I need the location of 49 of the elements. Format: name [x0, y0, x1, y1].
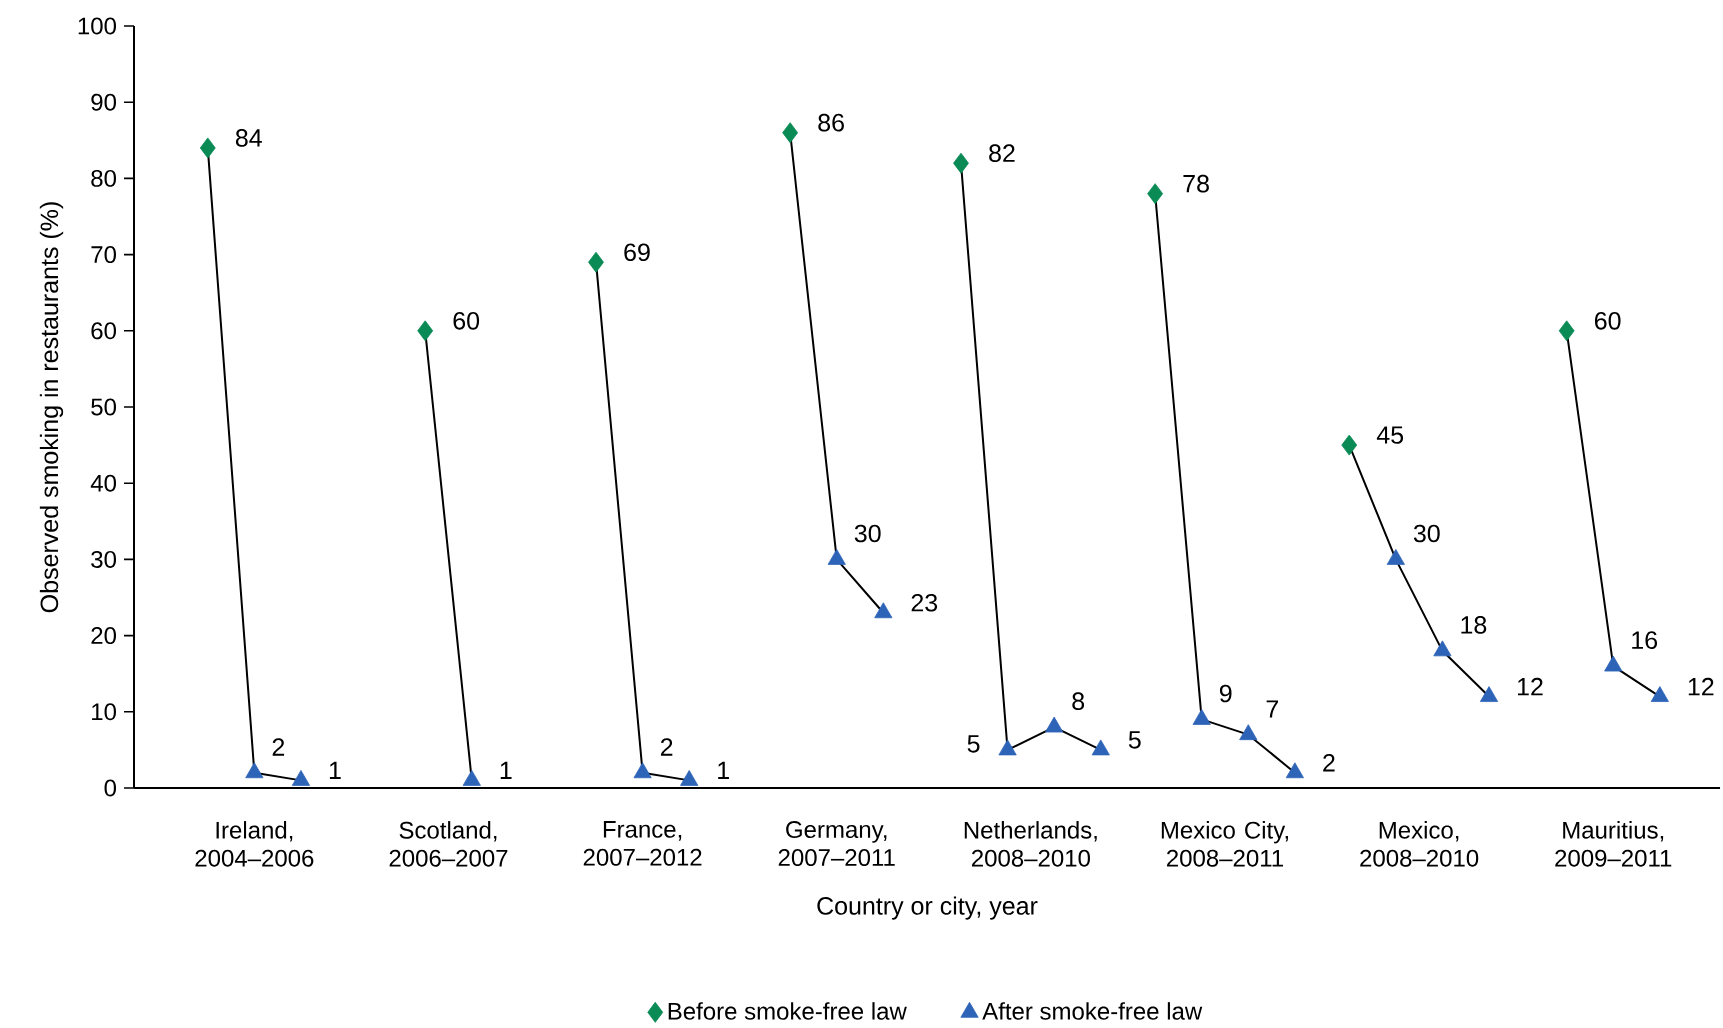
data-label: 1: [500, 761, 512, 779]
y-tick-label: 100: [78, 17, 116, 35]
y-tick-label: 10: [92, 703, 117, 721]
x-tick-label: Mauritius, 2009–2011: [1555, 821, 1672, 867]
data-label: 8: [1072, 692, 1085, 710]
legend-label: After smoke-free law: [982, 1002, 1203, 1020]
x-tick-label: Mexico, 2008–2010: [1360, 821, 1479, 867]
data-label: 45: [1376, 426, 1404, 444]
y-tick-label: 70: [91, 246, 117, 264]
data-label: 1: [718, 761, 729, 779]
y-tick-label: 50: [91, 398, 117, 416]
y-tick-label: 40: [90, 474, 117, 492]
data-label: 12: [1517, 677, 1543, 696]
y-tick-label: 30: [91, 550, 117, 568]
y-axis-title: Observed smoking in restaurants (%): [39, 202, 64, 613]
data-label: 30: [1413, 524, 1440, 543]
x-tick-label: France, 2007–2012: [583, 821, 702, 866]
data-label: 86: [818, 113, 844, 132]
y-tick-label: 80: [91, 169, 117, 187]
data-label: 82: [989, 144, 1015, 163]
y-tick-label: 90: [91, 93, 117, 111]
data-label: 78: [1183, 174, 1209, 193]
y-tick-label: 60: [91, 322, 117, 340]
data-label: 30: [854, 524, 881, 543]
data-label: 12: [1688, 677, 1714, 696]
data-label: 16: [1632, 631, 1658, 650]
data-label: 2: [272, 738, 285, 756]
x-tick-label: Netherlands, 2008–2010: [964, 821, 1097, 867]
x-tick-label: Ireland, 2004–2006: [195, 821, 314, 867]
data-label: 1: [329, 761, 341, 779]
data-label: 7: [1266, 700, 1278, 718]
x-tick-label: Mexico City, 2008–2011: [1161, 821, 1288, 867]
data-label: 23: [911, 593, 938, 612]
data-label: 69: [624, 243, 650, 262]
data-label: 84: [235, 129, 262, 147]
x-tick-label: Germany, 2007–2011: [778, 821, 895, 867]
legend-label: Before smoke-free law: [668, 1002, 907, 1020]
data-label: 9: [1219, 684, 1232, 703]
data-label: 5: [967, 735, 980, 753]
y-tick-label: 20: [91, 627, 117, 645]
x-axis-title: Country or city, year: [817, 896, 1038, 920]
data-label: 5: [1128, 731, 1141, 749]
data-label: 2: [1323, 754, 1335, 772]
data-label: 2: [660, 738, 673, 756]
data-label: 60: [453, 311, 480, 330]
x-tick-label: Scotland, 2006–2007: [389, 821, 508, 867]
y-tick-label: 0: [104, 779, 117, 797]
data-label: 60: [1594, 311, 1621, 330]
data-label: 18: [1461, 616, 1487, 634]
